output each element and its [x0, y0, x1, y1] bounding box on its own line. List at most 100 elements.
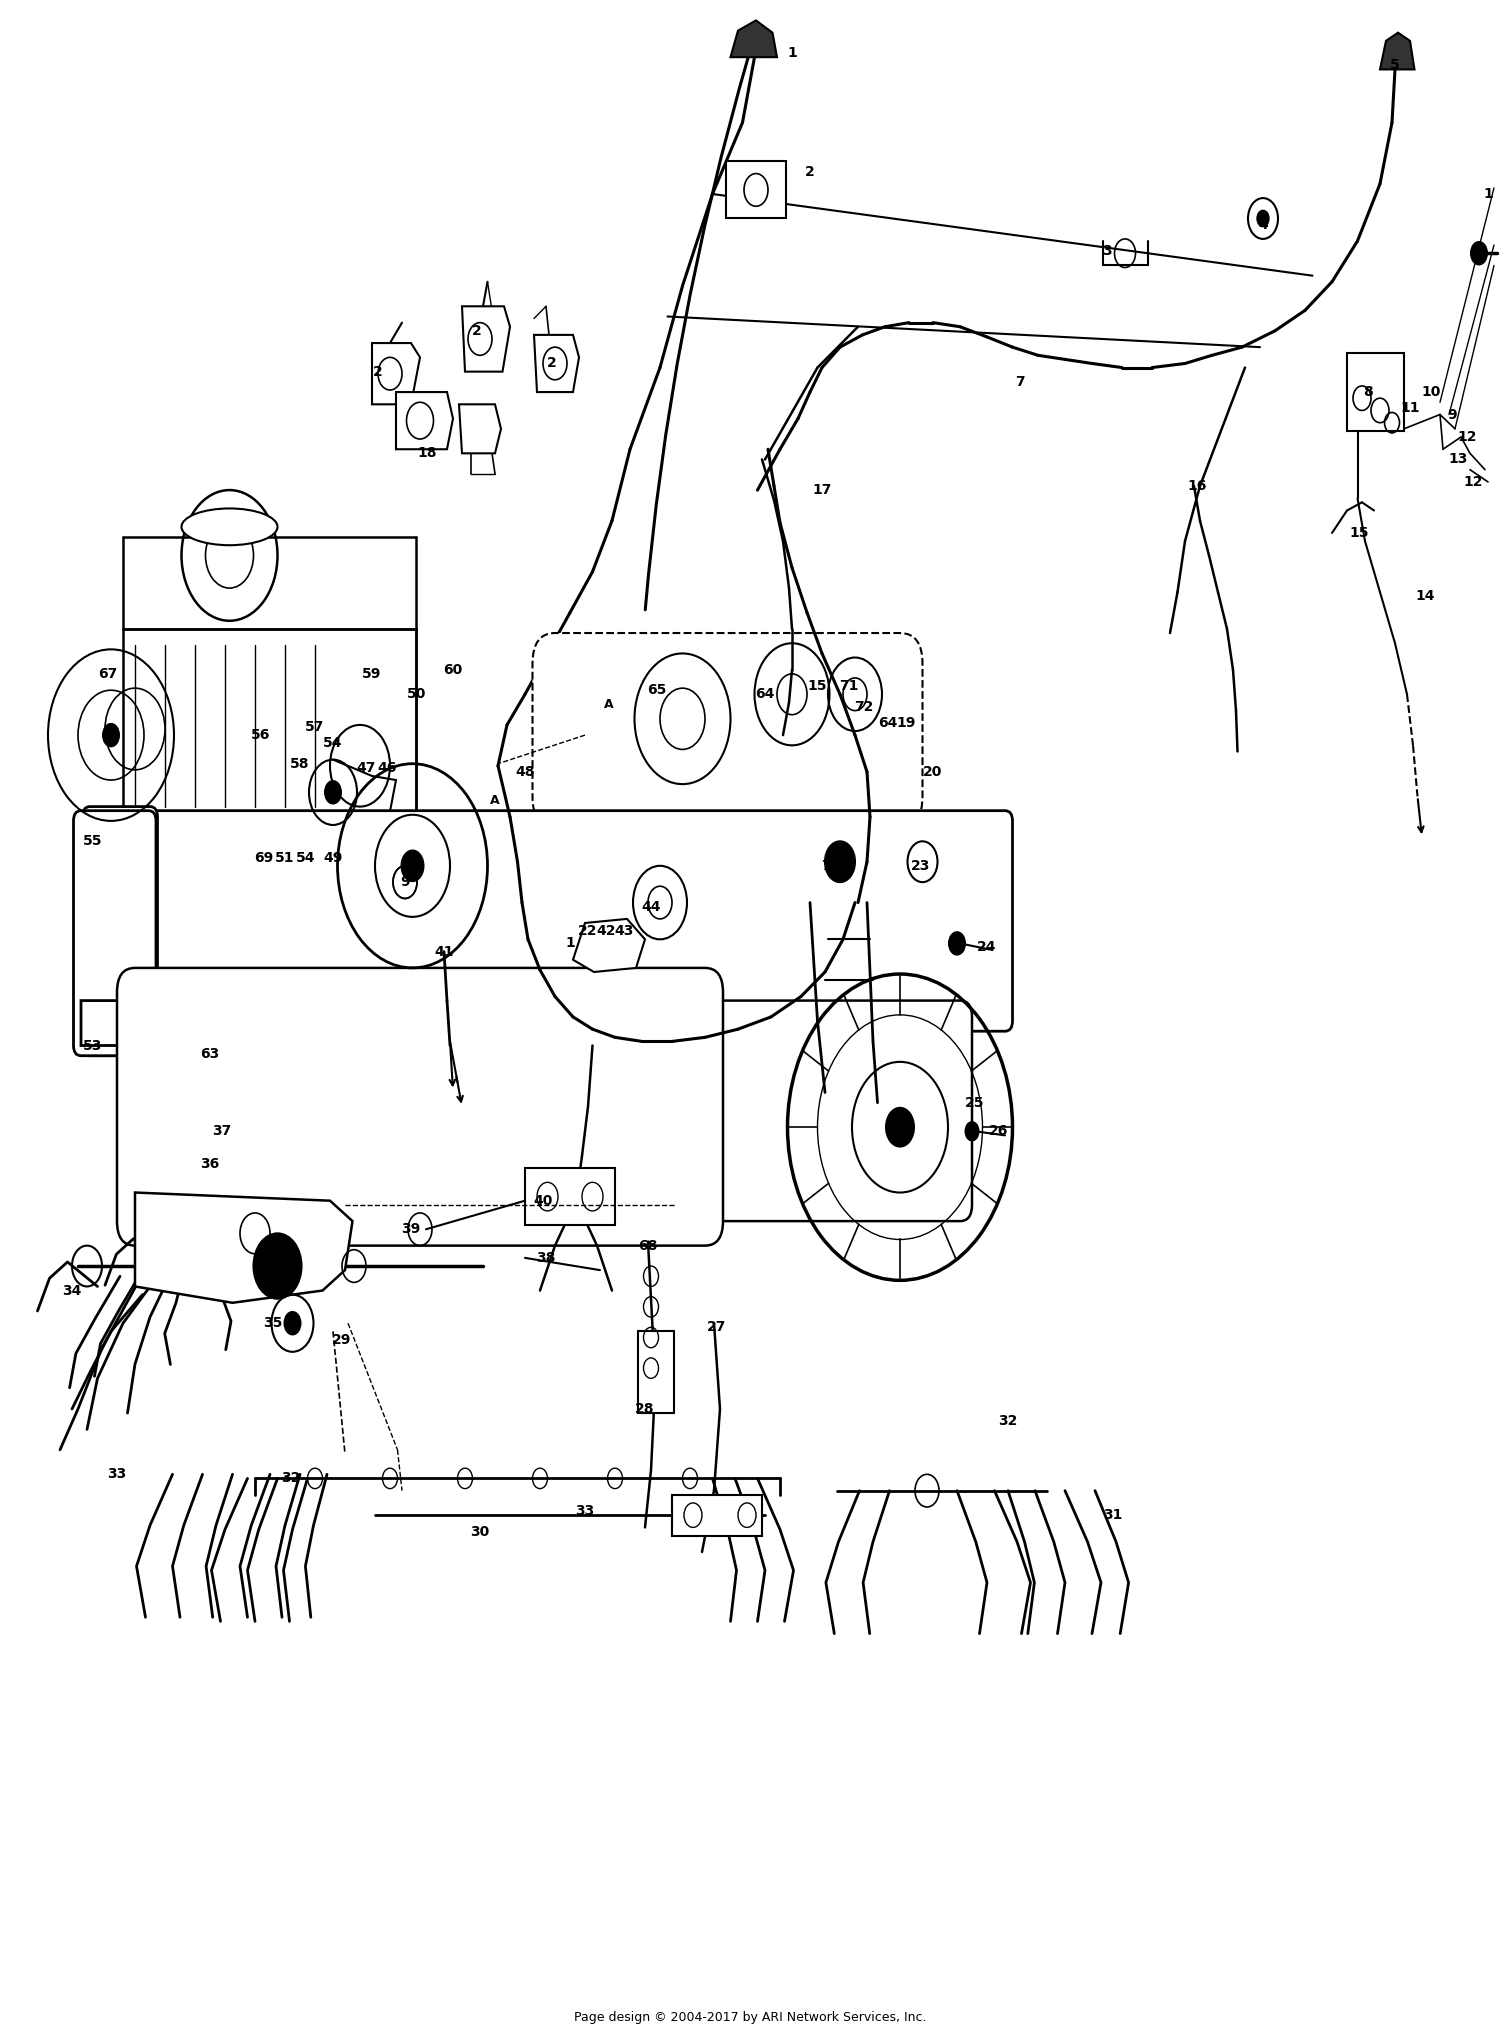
Text: 46: 46: [378, 762, 396, 774]
Text: 15: 15: [808, 680, 828, 692]
Ellipse shape: [182, 508, 278, 545]
Polygon shape: [372, 343, 420, 404]
Text: 29: 29: [333, 1333, 351, 1346]
Text: 9: 9: [400, 876, 410, 888]
FancyBboxPatch shape: [74, 811, 156, 1056]
Bar: [672, 1495, 762, 1536]
Text: 48: 48: [516, 766, 534, 778]
Text: 34: 34: [63, 1284, 81, 1297]
FancyBboxPatch shape: [82, 807, 158, 1056]
Text: 51: 51: [276, 852, 294, 864]
Text: 12: 12: [1456, 431, 1476, 443]
Circle shape: [400, 849, 424, 882]
Text: 39: 39: [402, 1223, 420, 1235]
Text: 69: 69: [255, 852, 273, 864]
Text: 33: 33: [108, 1468, 126, 1480]
Text: 23: 23: [912, 860, 930, 872]
Circle shape: [964, 1121, 980, 1141]
Text: 2: 2: [374, 366, 382, 378]
Text: 43: 43: [615, 925, 633, 937]
Text: 37: 37: [213, 1125, 231, 1137]
Text: 41: 41: [435, 945, 453, 958]
Circle shape: [102, 723, 120, 747]
Text: 14: 14: [1416, 590, 1434, 602]
Text: A: A: [490, 794, 500, 807]
Polygon shape: [573, 919, 645, 972]
Text: 54: 54: [296, 852, 315, 864]
Text: 8: 8: [1364, 386, 1372, 398]
Text: 26: 26: [990, 1125, 1008, 1137]
Text: 64: 64: [756, 688, 774, 700]
Text: 22: 22: [579, 925, 597, 937]
Text: Page design © 2004-2017 by ARI Network Services, Inc.: Page design © 2004-2017 by ARI Network S…: [573, 2011, 926, 2024]
Text: 56: 56: [252, 729, 270, 741]
Text: 50: 50: [408, 688, 426, 700]
Text: 55: 55: [84, 835, 102, 847]
Text: 24: 24: [978, 941, 996, 954]
Text: 40: 40: [534, 1195, 552, 1207]
Text: 67: 67: [99, 668, 117, 680]
Bar: [1347, 353, 1404, 431]
Circle shape: [324, 780, 342, 805]
Bar: [525, 1168, 615, 1225]
FancyBboxPatch shape: [117, 968, 723, 1246]
Text: 5: 5: [1390, 59, 1400, 71]
Bar: [726, 161, 786, 218]
Text: 25: 25: [966, 1097, 984, 1109]
Polygon shape: [135, 1193, 352, 1303]
Circle shape: [948, 931, 966, 956]
Text: 58: 58: [291, 758, 309, 770]
Text: 42: 42: [596, 925, 615, 937]
Circle shape: [885, 1107, 915, 1148]
Text: 57: 57: [306, 721, 324, 733]
Text: 1: 1: [566, 937, 574, 950]
Circle shape: [1257, 210, 1269, 227]
Text: 36: 36: [201, 1158, 219, 1170]
Polygon shape: [459, 404, 501, 453]
Text: 60: 60: [444, 664, 462, 676]
Circle shape: [284, 1311, 302, 1335]
Text: 19: 19: [897, 717, 915, 729]
Text: 31: 31: [1104, 1509, 1122, 1521]
Text: 15: 15: [1350, 527, 1368, 539]
Text: 4: 4: [1258, 218, 1268, 231]
Text: 44: 44: [642, 901, 660, 913]
Text: A: A: [604, 698, 613, 711]
Text: 16: 16: [1188, 480, 1206, 492]
Text: 32: 32: [282, 1472, 300, 1485]
Text: 27: 27: [708, 1321, 726, 1333]
Circle shape: [254, 1233, 302, 1299]
Circle shape: [825, 841, 855, 882]
Text: 35: 35: [264, 1317, 282, 1329]
Polygon shape: [462, 306, 510, 372]
Text: 3: 3: [1102, 245, 1112, 257]
Text: 53: 53: [84, 1039, 102, 1052]
Text: 2: 2: [472, 325, 482, 337]
Text: 54: 54: [324, 737, 342, 749]
FancyBboxPatch shape: [123, 1001, 972, 1221]
Text: 1: 1: [1484, 188, 1492, 200]
Circle shape: [268, 1254, 286, 1278]
Text: 12: 12: [1462, 476, 1482, 488]
Text: 9: 9: [1448, 408, 1456, 421]
Text: 17: 17: [813, 484, 831, 496]
Polygon shape: [81, 1001, 402, 1046]
Text: 13: 13: [1449, 453, 1467, 466]
Text: 72: 72: [855, 700, 873, 713]
Text: 70: 70: [822, 860, 840, 872]
Text: 64: 64: [879, 717, 897, 729]
Text: 63: 63: [201, 1048, 219, 1060]
Text: 1: 1: [788, 47, 796, 59]
Text: 47: 47: [357, 762, 375, 774]
Text: 33: 33: [576, 1505, 594, 1517]
Text: 59: 59: [363, 668, 381, 680]
Text: 2: 2: [548, 357, 556, 370]
Circle shape: [1470, 241, 1488, 265]
Text: 18: 18: [417, 447, 436, 459]
Text: 49: 49: [324, 852, 342, 864]
Polygon shape: [396, 392, 453, 449]
FancyBboxPatch shape: [128, 811, 1013, 1031]
Text: 38: 38: [537, 1252, 555, 1264]
Polygon shape: [730, 20, 777, 57]
Text: 6: 6: [1478, 247, 1486, 259]
